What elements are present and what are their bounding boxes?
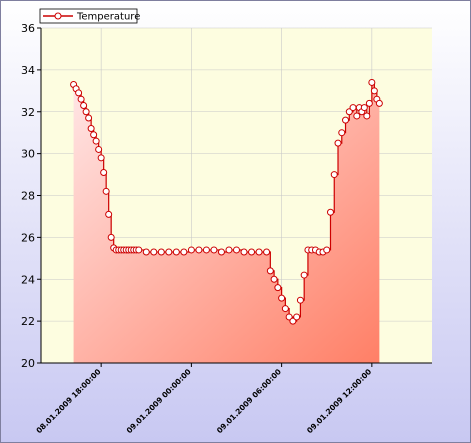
data-point-39 [233,246,240,254]
temperature-markers [70,78,383,325]
data-point-2 [75,89,83,97]
data-point-13 [102,187,110,195]
data-point-51 [293,313,301,321]
legend: Temperature [39,8,140,24]
y-tick-label-5: 30 [21,148,35,161]
y-axis-ticks: 20 22 24 26 28 30 32 34 36 [21,22,41,370]
temperature-area [73,82,380,363]
legend-marker-swatch [54,12,62,20]
data-point-66 [349,104,357,112]
data-point-53 [300,271,308,279]
data-point-9 [92,137,100,145]
data-point-52 [296,296,304,304]
data-point-33 [187,246,195,254]
data-point-37 [217,248,225,256]
data-point-70 [360,104,368,112]
data-point-74 [370,87,378,95]
data-point-65 [345,108,353,116]
data-point-63 [338,129,346,137]
data-point-7 [87,125,95,132]
y-tick-label-3: 26 [21,231,35,244]
data-point-64 [342,116,350,124]
y-tick-label-8: 36 [21,22,35,35]
data-point-30 [165,248,173,256]
data-point-72 [365,99,373,107]
y-tick-label-4: 28 [21,190,35,203]
data-point-62 [334,139,342,147]
data-point-44 [266,267,274,275]
data-point-43 [263,248,271,256]
data-point-38 [225,246,233,254]
data-point-15 [107,233,115,241]
data-point-45 [270,275,278,283]
data-point-27 [142,248,150,256]
data-point-29 [157,248,165,256]
data-point-73 [368,78,376,86]
data-point-36 [210,246,218,254]
y-tick-label-0: 20 [21,357,35,370]
data-point-34 [195,246,203,254]
data-point-32 [180,248,188,256]
y-tick-label-6: 32 [21,106,35,119]
data-point-41 [248,248,256,256]
data-point-14 [105,210,113,218]
data-point-59 [323,246,331,254]
data-point-42 [255,248,263,256]
data-point-61 [330,171,338,179]
y-tick-label-2: 24 [21,273,35,286]
data-point-11 [97,154,105,162]
data-point-49 [285,313,293,321]
data-point-50 [289,317,297,325]
legend-label-temperature: Temperature [76,12,140,23]
data-point-6 [85,114,93,122]
data-point-4 [80,101,88,109]
data-point-26 [135,246,143,254]
data-point-48 [281,305,289,313]
data-point-60 [326,208,334,216]
data-point-76 [375,99,383,107]
data-point-31 [172,248,180,256]
data-point-8 [90,131,98,139]
data-point-28 [150,248,158,256]
legend-box [39,8,138,24]
y-tick-label-7: 34 [21,64,35,77]
data-point-12 [100,168,108,176]
data-point-47 [278,294,286,302]
data-point-46 [274,284,282,292]
y-tick-label-1: 22 [21,315,35,328]
data-point-3 [77,95,85,103]
data-point-71 [363,112,371,120]
data-point-40 [240,248,248,256]
data-point-35 [202,246,210,254]
data-point-5 [82,108,90,116]
data-point-10 [95,145,103,153]
data-point-67 [353,112,361,120]
